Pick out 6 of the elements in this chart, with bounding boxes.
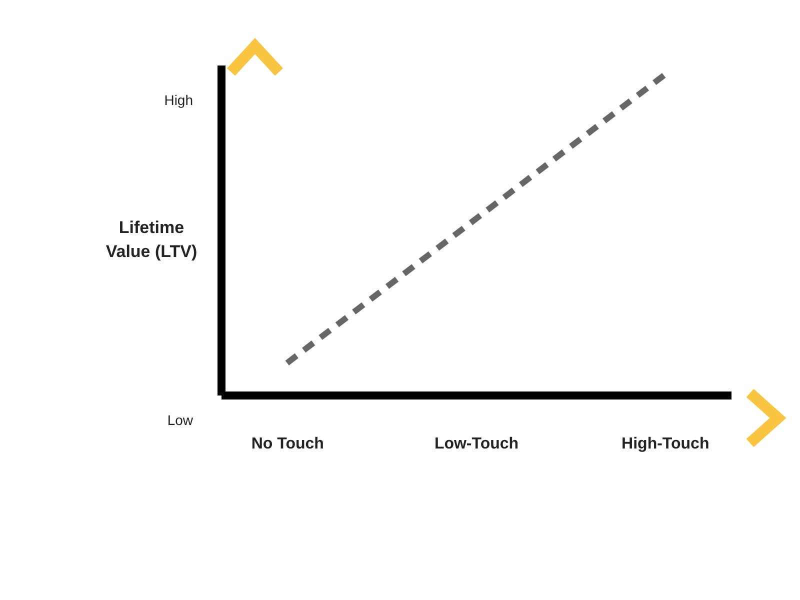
text: High (164, 92, 193, 108)
x-tick-label: No Touch (251, 436, 324, 452)
y-axis-title: Lifetime Value (LTV) (106, 218, 198, 262)
text: Low (167, 412, 194, 428)
x-tick-label: High-Touch (622, 436, 710, 452)
x-tick-label: Low-Touch (434, 436, 519, 452)
